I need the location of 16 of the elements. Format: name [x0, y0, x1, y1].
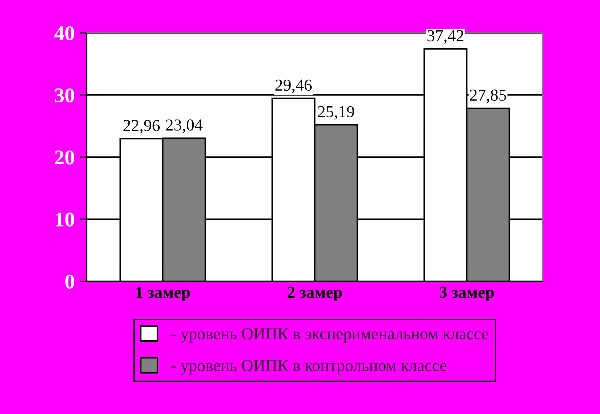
- y-tick-label: 10: [56, 212, 74, 227]
- legend-label: - уровень ОИПК в эксперименальном классе: [172, 328, 488, 344]
- x-tick-label: 2 замер: [288, 286, 342, 302]
- data-label: 25,19: [318, 106, 354, 120]
- x-tick-label: 3 замер: [440, 286, 494, 302]
- x-tick-label: 1 замер: [136, 286, 190, 302]
- legend-label: - уровень ОИПК в контрольном классе: [172, 360, 447, 375]
- data-label: 37,42: [428, 30, 464, 44]
- y-tick-label: 30: [55, 88, 74, 103]
- data-label: 22,96: [124, 120, 160, 134]
- y-tick-label: 0: [66, 274, 74, 289]
- data-label: 23,04: [166, 120, 203, 134]
- data-label: 29,46: [276, 80, 312, 94]
- y-tick-label: 20: [55, 150, 74, 165]
- y-tick-label: 40: [54, 26, 74, 41]
- data-label: 27,85: [470, 90, 506, 104]
